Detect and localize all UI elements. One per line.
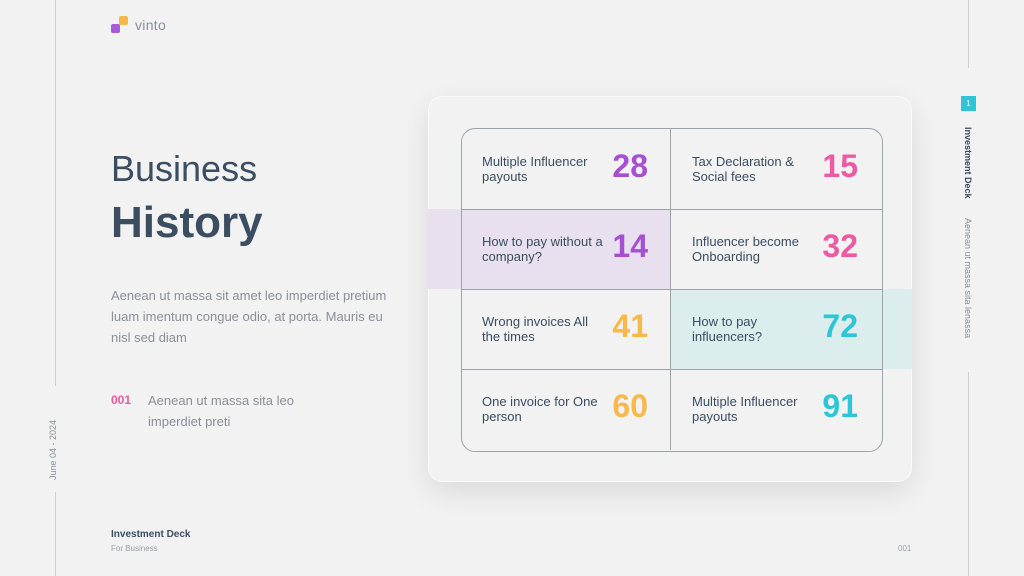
slide-number-badge: 1	[961, 96, 976, 111]
footer-title: Investment Deck	[111, 529, 191, 540]
left-divider-bottom	[55, 492, 56, 576]
stat-label: How to pay influencers?	[692, 314, 763, 344]
footer-subtitle: For Business	[111, 544, 158, 553]
note-text: Aenean ut massa sita leo imperdiet preti	[148, 393, 294, 429]
stat-value: 72	[822, 308, 858, 344]
sidebar-subtitle: Aenean ut massa sita lenassa	[963, 218, 973, 339]
stat-value: 60	[612, 388, 648, 424]
grid-divider	[461, 289, 882, 290]
right-divider-bottom	[968, 372, 969, 576]
stat-label: Wrong invoices All the times	[482, 314, 588, 344]
stats-grid	[461, 128, 883, 452]
grid-divider-vertical	[670, 128, 671, 450]
description-paragraph: Aenean ut massa sit amet leo imperdiet p…	[111, 288, 387, 345]
stat-value: 41	[612, 308, 648, 344]
sidebar-title: Investment Deck	[963, 127, 973, 199]
date-label: June 04 - 2024	[48, 419, 58, 480]
grid-divider	[461, 209, 882, 210]
page-number: 001	[898, 544, 912, 553]
highlight-row-purple	[428, 209, 670, 289]
stat-label: Multiple Influencer payouts	[692, 394, 798, 424]
stat-value: 32	[822, 228, 858, 264]
brand-name: vinto	[135, 17, 167, 33]
left-divider-top	[55, 0, 56, 386]
stat-label: One invoice for One person	[482, 394, 598, 424]
right-divider-top	[968, 0, 969, 68]
page-title-line2: History	[111, 198, 263, 247]
stat-label: Tax Declaration & Social fees	[692, 154, 794, 184]
stat-value: 28	[612, 148, 648, 184]
page-title-line1: Business	[111, 148, 258, 189]
stat-value: 14	[612, 228, 648, 264]
stat-value: 91	[822, 388, 858, 424]
stat-label: Influencer become Onboarding	[692, 234, 799, 264]
stat-value: 15	[822, 148, 858, 184]
stat-label: Multiple Influencer payouts	[482, 154, 588, 184]
note-number: 001	[111, 393, 132, 407]
grid-divider	[461, 369, 882, 370]
stat-label: How to pay without a company?	[482, 234, 603, 264]
logo-icon	[111, 16, 129, 34]
highlight-row-cyan	[670, 289, 912, 369]
